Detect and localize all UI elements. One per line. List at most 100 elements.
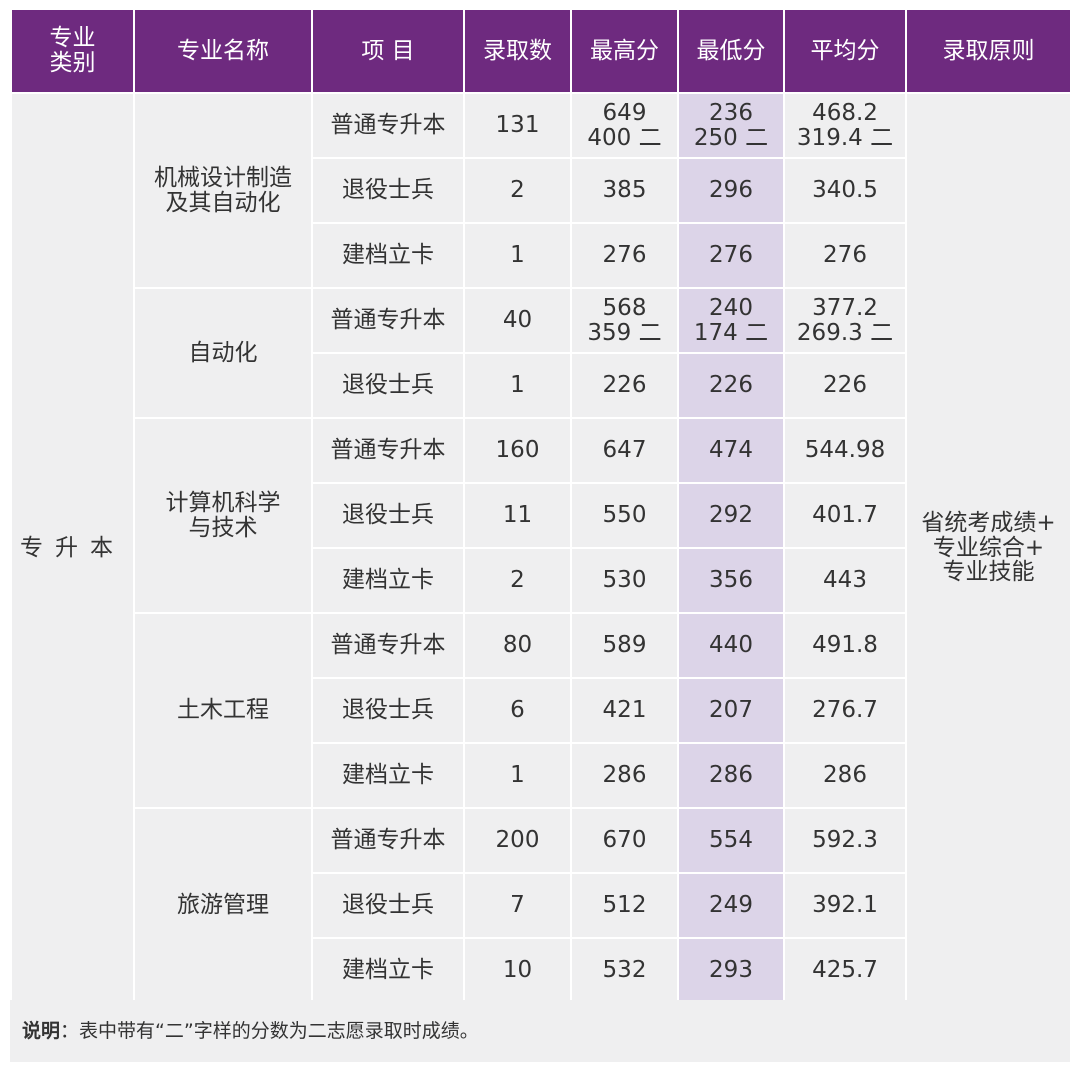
header-major-name: 专业名称 xyxy=(133,8,313,94)
major-name-cell: 旅游管理 xyxy=(133,807,313,1004)
item-cell: 退役士兵 xyxy=(311,352,465,419)
avg-score-cell: 425.7 xyxy=(783,937,907,1004)
major-name-cell: 计算机科学 与技术 xyxy=(133,417,313,614)
count-cell: 1 xyxy=(463,742,572,809)
min-score-cell: 293 xyxy=(677,937,785,1004)
min-score-cell: 240 174 二 xyxy=(677,287,785,354)
header-item: 项 目 xyxy=(311,8,465,94)
max-score-cell: 532 xyxy=(570,937,679,1004)
item-cell: 普通专升本 xyxy=(311,807,465,874)
count-cell: 11 xyxy=(463,482,572,549)
table-row: 建档立卡 10 532 293 425.7 xyxy=(11,937,1071,1004)
avg-score-cell: 544.98 xyxy=(783,417,907,484)
table-row: 退役士兵 1 226 226 226 xyxy=(11,352,1071,419)
table-row: 退役士兵 6 421 207 276.7 xyxy=(11,677,1071,744)
item-cell: 建档立卡 xyxy=(311,937,465,1004)
header-admitted-count: 录取数 xyxy=(463,8,572,94)
min-score-cell: 554 xyxy=(677,807,785,874)
min-score-cell: 207 xyxy=(677,677,785,744)
footnote: 说明：表中带有“二”字样的分数为二志愿录取时成绩。 xyxy=(10,1000,1070,1062)
header-max-score: 最高分 xyxy=(570,8,679,94)
table-row: 建档立卡 1 276 276 276 xyxy=(11,222,1071,289)
item-cell: 退役士兵 xyxy=(311,157,465,224)
avg-score-cell: 468.2 319.4 二 xyxy=(783,92,907,159)
table-row: 建档立卡 2 530 356 443 xyxy=(11,547,1071,614)
min-score-cell: 276 xyxy=(677,222,785,289)
avg-score-cell: 491.8 xyxy=(783,612,907,679)
table-row: 退役士兵 2 385 296 340.5 xyxy=(11,157,1071,224)
major-name-cell: 机械设计制造 及其自动化 xyxy=(133,92,313,289)
category-cell: 专升本 xyxy=(10,92,135,1004)
min-score-cell: 474 xyxy=(677,417,785,484)
count-cell: 80 xyxy=(463,612,572,679)
header-category: 专业 类别 xyxy=(10,8,135,94)
avg-score-cell: 340.5 xyxy=(783,157,907,224)
avg-score-cell: 286 xyxy=(783,742,907,809)
table-row: 退役士兵 11 550 292 401.7 xyxy=(11,482,1071,549)
table-row: 计算机科学 与技术 普通专升本 160 647 474 544.98 xyxy=(11,417,1071,614)
admission-principle-cell: 省统考成绩+ 专业综合+ 专业技能 xyxy=(905,92,1072,1004)
header-avg-score: 平均分 xyxy=(783,8,907,94)
count-cell: 1 xyxy=(463,352,572,419)
min-score-cell: 356 xyxy=(677,547,785,614)
avg-score-cell: 401.7 xyxy=(783,482,907,549)
footnote-text: ：表中带有“二”字样的分数为二志愿录取时成绩。 xyxy=(60,1020,479,1042)
count-cell: 2 xyxy=(463,157,572,224)
max-score-cell: 286 xyxy=(570,742,679,809)
table-row: 旅游管理 普通专升本 200 670 554 592.3 xyxy=(11,807,1071,1004)
table-row: 退役士兵 7 512 249 392.1 xyxy=(11,872,1071,939)
item-cell: 退役士兵 xyxy=(311,482,465,549)
footnote-label: 说明 xyxy=(22,1020,61,1042)
table-row: 专升本 机械设计制造 及其自动化 普通专升本 131 649 400 二 236 250 二 46… xyxy=(10,92,1072,1004)
max-score-cell: 647 xyxy=(570,417,679,484)
table-row: 土木工程 普通专升本 80 589 440 491.8 xyxy=(11,612,1071,809)
count-cell: 2 xyxy=(463,547,572,614)
header-row: 专业 类别 专业名称 项 目 录取数 最高分 最低分 平均分 录取原则 xyxy=(10,8,1072,94)
item-cell: 普通专升本 xyxy=(311,287,465,354)
item-cell: 退役士兵 xyxy=(311,677,465,744)
item-cell: 建档立卡 xyxy=(311,547,465,614)
min-score-cell: 236 250 二 xyxy=(677,92,785,159)
count-cell: 200 xyxy=(463,807,572,874)
avg-score-cell: 592.3 xyxy=(783,807,907,874)
min-score-cell: 296 xyxy=(677,157,785,224)
count-cell: 6 xyxy=(463,677,572,744)
table-row: 自动化 普通专升本 40 568 359 二 240 174 二 377.2 269.3 二 xyxy=(11,287,1071,419)
header-min-score: 最低分 xyxy=(677,8,785,94)
min-score-cell: 292 xyxy=(677,482,785,549)
count-cell: 1 xyxy=(463,222,572,289)
count-cell: 7 xyxy=(463,872,572,939)
count-cell: 160 xyxy=(463,417,572,484)
header-category-label: 专业 类别 xyxy=(49,25,96,76)
item-cell: 普通专升本 xyxy=(311,417,465,484)
item-cell: 建档立卡 xyxy=(311,742,465,809)
count-cell: 131 xyxy=(463,92,572,159)
major-name-cell: 土木工程 xyxy=(133,612,313,809)
avg-score-cell: 392.1 xyxy=(783,872,907,939)
avg-score-cell: 443 xyxy=(783,547,907,614)
item-cell: 退役士兵 xyxy=(311,872,465,939)
max-score-cell: 512 xyxy=(570,872,679,939)
max-score-cell: 550 xyxy=(570,482,679,549)
item-cell: 普通专升本 xyxy=(311,92,465,159)
max-score-cell: 385 xyxy=(570,157,679,224)
min-score-cell: 286 xyxy=(677,742,785,809)
max-score-cell: 649 400 二 xyxy=(570,92,679,159)
max-score-cell: 276 xyxy=(570,222,679,289)
min-score-cell: 226 xyxy=(677,352,785,419)
max-score-cell: 226 xyxy=(570,352,679,419)
count-cell: 40 xyxy=(463,287,572,354)
admission-table: 专业 类别 专业名称 项 目 录取数 最高分 最低分 平均分 录取原则 专升本 机械… xyxy=(10,8,1072,1004)
min-score-cell: 440 xyxy=(677,612,785,679)
table-row: 建档立卡 1 286 286 286 xyxy=(11,742,1071,809)
avg-score-cell: 276 xyxy=(783,222,907,289)
max-score-cell: 589 xyxy=(570,612,679,679)
item-cell: 普通专升本 xyxy=(311,612,465,679)
avg-score-cell: 226 xyxy=(783,352,907,419)
max-score-cell: 670 xyxy=(570,807,679,874)
header-admission-principle: 录取原则 xyxy=(905,8,1072,94)
min-score-cell: 249 xyxy=(677,872,785,939)
avg-score-cell: 377.2 269.3 二 xyxy=(783,287,907,354)
count-cell: 10 xyxy=(463,937,572,1004)
max-score-cell: 421 xyxy=(570,677,679,744)
